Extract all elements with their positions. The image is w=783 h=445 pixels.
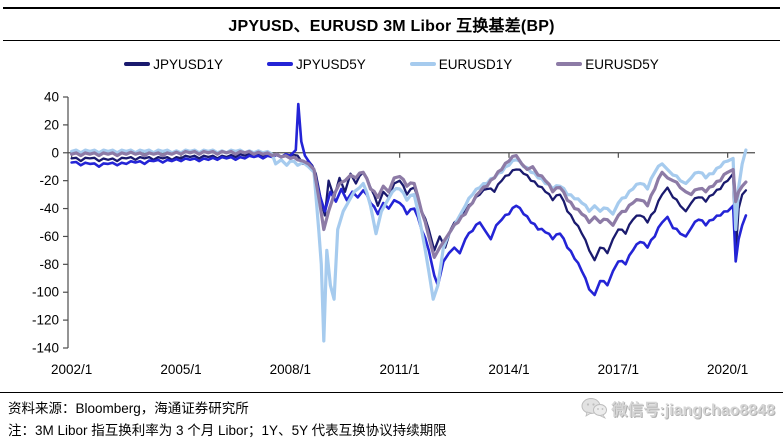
y-axis-label: 0 bbox=[51, 145, 59, 160]
source-text: 资料来源：Bloomberg，海通证券研究所 bbox=[8, 401, 249, 416]
title-top-rule bbox=[3, 7, 780, 9]
y-axis-label: 20 bbox=[44, 117, 59, 132]
legend-item-jpyusd5y: JPYUSD5Y bbox=[266, 56, 366, 72]
y-axis-label: -80 bbox=[39, 257, 59, 272]
footer-rule bbox=[0, 392, 783, 393]
x-axis-label: 2005/1 bbox=[160, 362, 201, 377]
legend-label: EURUSD5Y bbox=[585, 56, 659, 72]
chart-legend: JPYUSD1Y JPYUSD5Y EURUSD1Y EURUSD5Y bbox=[0, 54, 783, 74]
legend-item-jpyusd1y: JPYUSD1Y bbox=[124, 57, 223, 72]
y-axis-label: -20 bbox=[39, 173, 59, 188]
title-bottom-rule bbox=[3, 40, 780, 41]
series-line-jpyusd5y bbox=[70, 102, 748, 297]
wechat-icon bbox=[581, 398, 608, 419]
y-axis-label: -100 bbox=[32, 285, 59, 300]
wechat-watermark: 微信号:jiangchao8848 bbox=[581, 396, 775, 420]
basis-swap-line-chart: 40 20 0 -20 -40 -60 -80 -100 -120 -140 2002/1 2005/… bbox=[32, 90, 755, 377]
legend-label: EURUSD1Y bbox=[438, 56, 513, 72]
legend-item-eurusd1y: EURUSD1Y bbox=[409, 56, 513, 72]
chart-title: JPYUSD、EURUSD 3M Libor 互换基差(BP) bbox=[228, 18, 555, 35]
y-axis-label: -60 bbox=[39, 229, 59, 244]
x-axis-label: 2011/1 bbox=[380, 362, 420, 377]
legend-swatch-jpyusd1y bbox=[124, 62, 151, 66]
y-axis-label: -120 bbox=[32, 313, 59, 328]
y-axis-label: -140 bbox=[32, 341, 59, 356]
x-axis-label: 2008/1 bbox=[270, 362, 311, 377]
legend-swatch-jpyusd5y bbox=[266, 62, 293, 66]
legend-label: JPYUSD5Y bbox=[295, 56, 366, 72]
x-axis-label: 2002/1 bbox=[51, 362, 92, 377]
note-text: 注：3M Libor 指互换利率为 3 个月 Libor；1Y、5Y 代表互换协… bbox=[8, 423, 447, 438]
x-axis-label: 2014/1 bbox=[488, 362, 529, 377]
series-line-jpyusd1y bbox=[70, 152, 748, 262]
legend-swatch-eurusd5y bbox=[556, 62, 583, 66]
legend-swatch-eurusd1y bbox=[409, 62, 436, 66]
wechat-id-text: 微信号:jiangchao8848 bbox=[611, 402, 775, 419]
legend-label: JPYUSD1Y bbox=[153, 56, 223, 72]
x-axis-label: 2017/1 bbox=[598, 362, 639, 377]
x-axis-label: 2020/1 bbox=[707, 362, 748, 377]
y-axis-label: 40 bbox=[44, 90, 59, 105]
series-line-eurusd5y bbox=[69, 149, 748, 259]
y-axis-label: -40 bbox=[39, 201, 59, 216]
legend-item-eurusd5y: EURUSD5Y bbox=[556, 57, 659, 72]
